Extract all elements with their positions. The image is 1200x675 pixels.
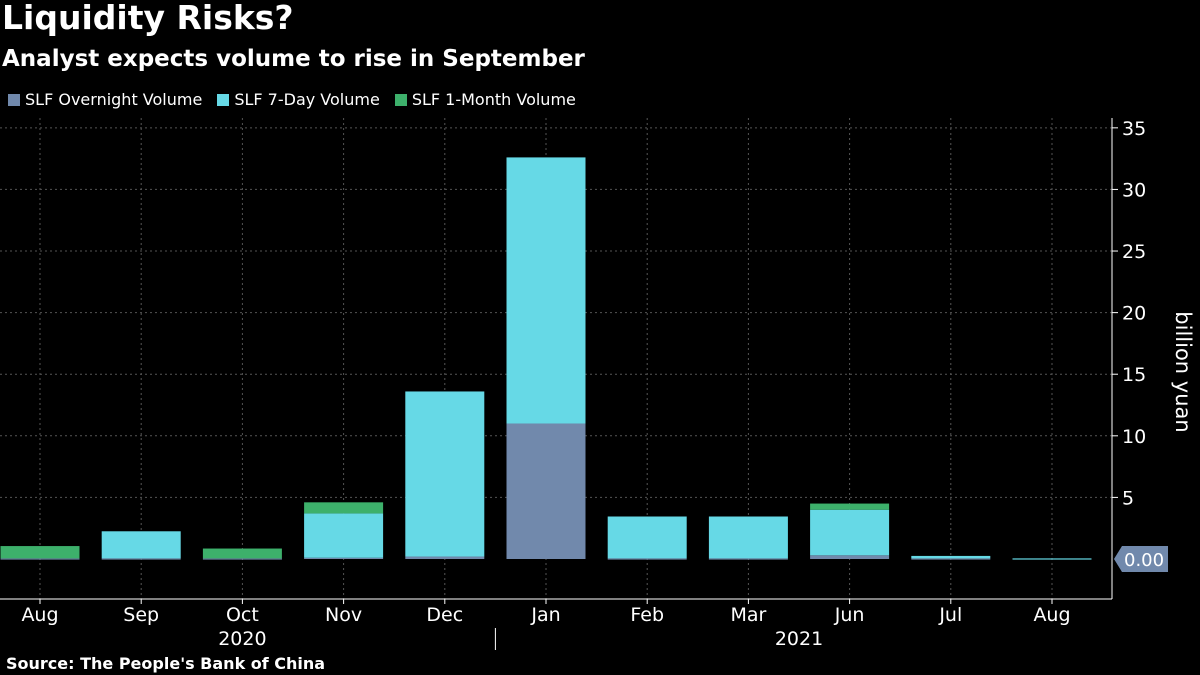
bar-1month [810, 503, 890, 510]
x-tick-label: Feb [630, 604, 664, 626]
x-tick-label: Dec [426, 604, 463, 626]
bar-7day [304, 513, 384, 558]
bar-1month [202, 548, 282, 559]
bar-1month [0, 546, 80, 559]
bar-overnight [0, 558, 80, 560]
bar-7day [810, 509, 890, 556]
chart-title: Liquidity Risks? [2, 0, 294, 37]
bar-7day [506, 157, 586, 424]
legend-item-7day: SLF 7-Day Volume [217, 90, 380, 109]
bar-overnight [405, 556, 485, 559]
x-year-label: 2021 [775, 628, 823, 650]
bar-7day [1012, 558, 1092, 560]
legend-swatch-7day [217, 93, 230, 106]
x-tick-label: Oct [226, 604, 259, 626]
bar-overnight [202, 558, 282, 560]
chart-subtitle: Analyst expects volume to rise in Septem… [2, 46, 585, 72]
x-year-label: 2020 [218, 628, 266, 650]
y-tick-label: 35 [1122, 118, 1146, 140]
bar-7day [607, 516, 687, 559]
x-tick-label: Nov [325, 604, 362, 626]
zero-callout [1114, 546, 1168, 572]
bar-overnight [304, 557, 384, 559]
bar-overnight [101, 558, 181, 560]
x-tick-label: Aug [1033, 604, 1070, 626]
legend-item-1month: SLF 1-Month Volume [394, 90, 576, 109]
x-tick-label: Jan [530, 604, 560, 626]
bar-overnight [708, 558, 788, 560]
bar-7day [708, 516, 788, 559]
bar-7day [405, 391, 485, 557]
bar-overnight [911, 558, 991, 560]
x-tick-label: Jul [938, 604, 962, 626]
y-tick-label: 5 [1122, 487, 1134, 509]
y-axis-title: billion yuan [1171, 311, 1195, 432]
source-note: Source: The People's Bank of China [6, 654, 326, 673]
legend-item-overnight: SLF Overnight Volume [8, 90, 202, 109]
bar-1month [304, 502, 384, 514]
x-tick-label: Mar [730, 604, 766, 626]
zero-callout-label: 0.00 [1124, 550, 1164, 571]
bar-7day [101, 531, 181, 559]
legend-swatch-overnight [8, 93, 20, 106]
y-tick-label: 30 [1122, 179, 1146, 201]
y-tick-label: 10 [1122, 426, 1146, 448]
x-tick-label: Jun [834, 604, 865, 626]
legend-label-overnight: SLF Overnight Volume [25, 90, 203, 109]
y-tick-label: 25 [1122, 241, 1146, 263]
legend: SLF Overnight Volume SLF 7-Day Volume SL… [8, 90, 591, 109]
bar-7day [911, 555, 991, 559]
bar-overnight [607, 558, 687, 560]
y-tick-label: 15 [1122, 364, 1146, 386]
bar-overnight [810, 555, 890, 559]
x-tick-label: Sep [123, 604, 159, 626]
legend-label-7day: SLF 7-Day Volume [234, 90, 380, 109]
bar-overnight [506, 423, 586, 559]
legend-label-1month: SLF 1-Month Volume [411, 90, 576, 109]
legend-swatch-1month [394, 93, 407, 106]
y-tick-label: 20 [1122, 303, 1146, 325]
x-tick-label: Aug [21, 604, 58, 626]
